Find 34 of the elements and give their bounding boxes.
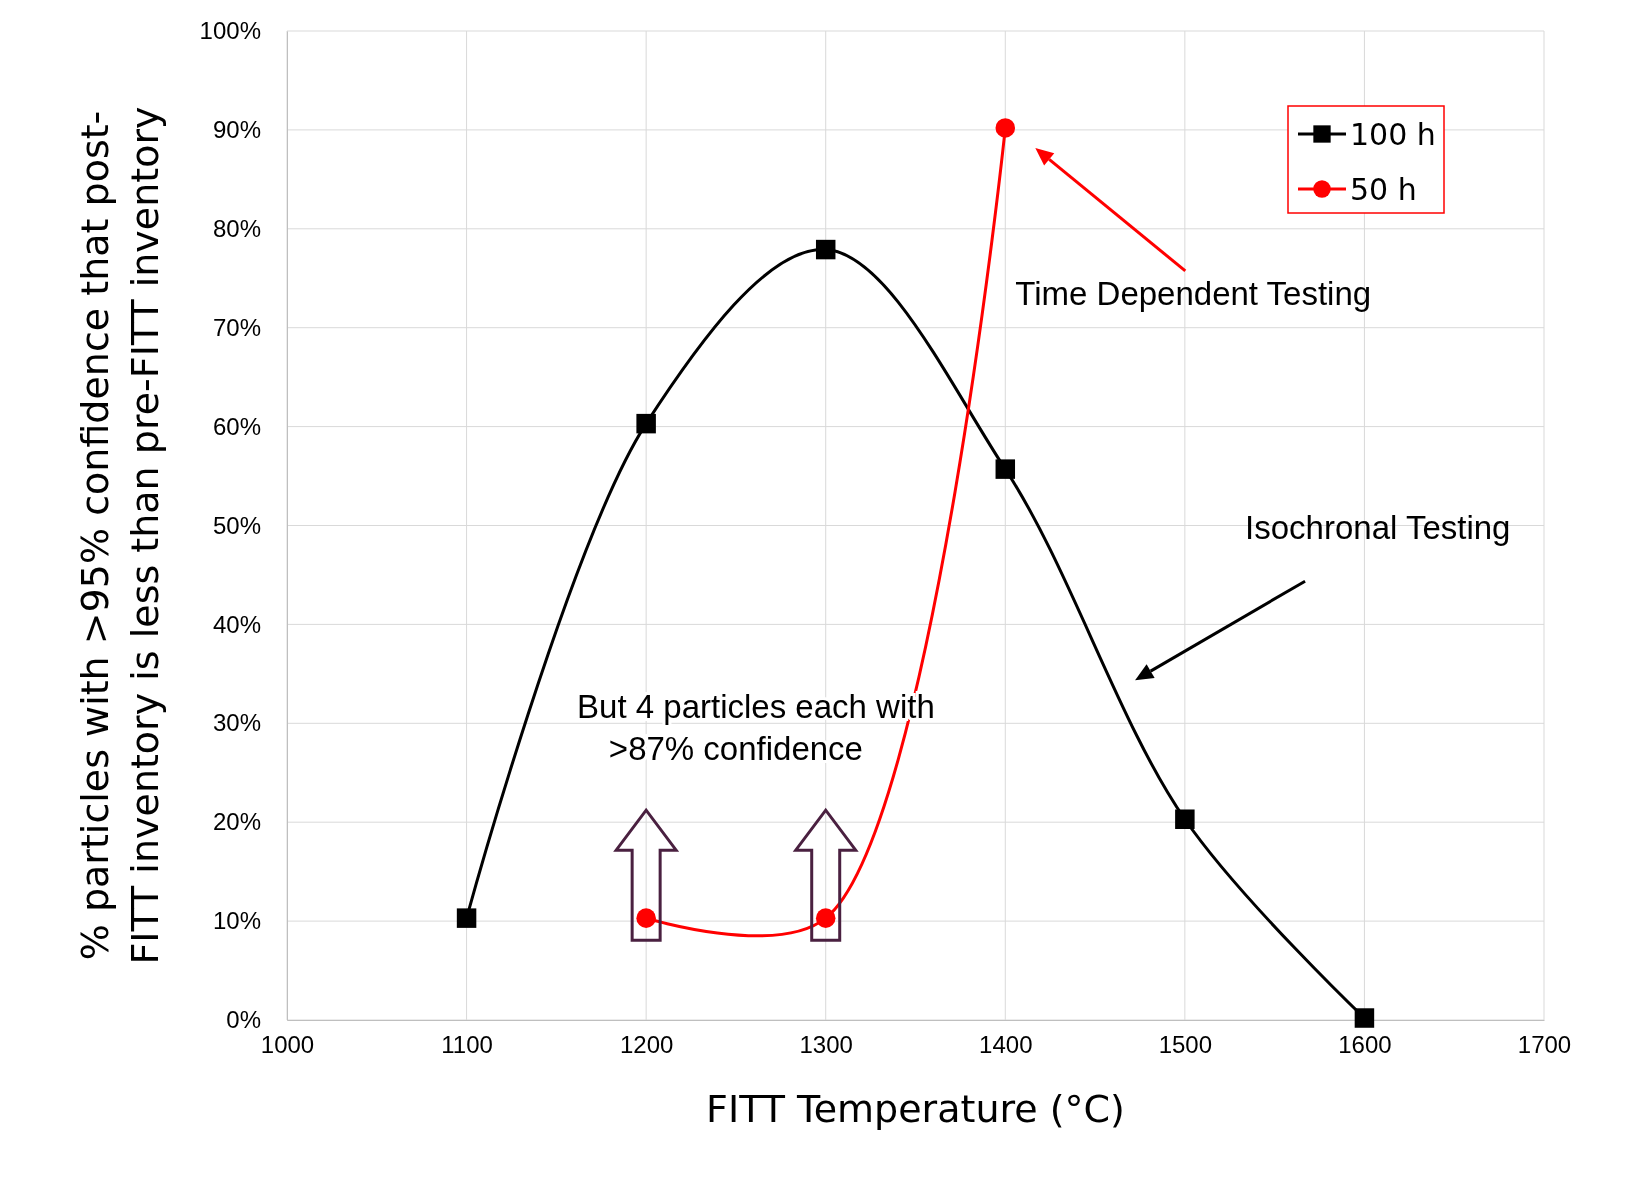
x-tick-label: 1600 bbox=[1338, 1031, 1392, 1059]
x-axis-title: FITT Temperature (°C) bbox=[706, 1087, 1125, 1131]
y-tick-label: 50% bbox=[212, 511, 261, 539]
point bbox=[1354, 1008, 1375, 1028]
y-tick-label: 80% bbox=[212, 214, 261, 242]
point bbox=[456, 908, 477, 928]
y-tick-label: 10% bbox=[212, 907, 261, 935]
x-tick-label: 1200 bbox=[619, 1031, 674, 1059]
x-tick-label: 1300 bbox=[799, 1031, 853, 1059]
point bbox=[995, 459, 1016, 479]
x-tick-label: 1700 bbox=[1517, 1031, 1572, 1059]
legend-label: 100 h bbox=[1350, 117, 1436, 152]
y-tick-label: 100% bbox=[199, 17, 261, 45]
x-tick-label: 1000 bbox=[260, 1031, 315, 1059]
point bbox=[815, 239, 836, 260]
point bbox=[1175, 809, 1195, 829]
y-tick-label: 40% bbox=[212, 610, 261, 638]
annotation: Isochronal Testing bbox=[1245, 509, 1511, 547]
point bbox=[815, 908, 836, 928]
point bbox=[636, 908, 656, 928]
y-axis-title: % particles with >95% confidence that post-FITT inventory is less than pre-FITT inventory bbox=[73, 106, 167, 965]
x-tick-label: 1400 bbox=[979, 1031, 1033, 1059]
y-tick-label: 30% bbox=[212, 709, 261, 737]
x-tick-label: 1100 bbox=[441, 1031, 493, 1059]
y-tick-label: 70% bbox=[212, 313, 261, 341]
y-tick-label: 20% bbox=[212, 808, 261, 836]
y-tick-label: 90% bbox=[212, 116, 261, 144]
point bbox=[636, 413, 656, 434]
legend-label: 50 h bbox=[1350, 172, 1417, 207]
y-tick-label: 0% bbox=[226, 1006, 261, 1034]
annotation: Time Dependent Testing bbox=[1015, 274, 1372, 312]
x-tick-label: 1500 bbox=[1158, 1031, 1213, 1059]
point bbox=[995, 118, 1016, 138]
y-tick-label: 60% bbox=[212, 412, 261, 440]
